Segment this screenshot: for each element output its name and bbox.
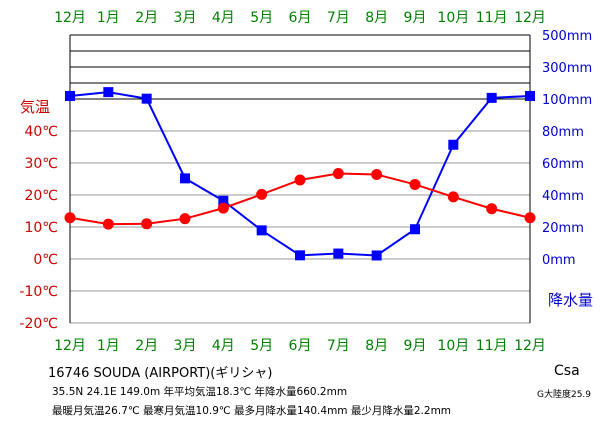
station-name: 16746 SOUDA (AIRPORT)(ギリシャ)	[48, 366, 273, 381]
temperature-point	[447, 191, 459, 203]
month-label-top: 10月	[437, 10, 469, 26]
month-label-top: 8月	[365, 10, 388, 26]
temperature-point	[409, 178, 421, 190]
month-label-bottom: 7月	[327, 338, 350, 354]
chart-grid	[69, 34, 531, 324]
precipitation-tick: 100mm	[542, 93, 592, 108]
temperature-tick-labels: 40℃ 30℃ 20℃ 10℃ 0℃ -10℃ -20℃	[19, 124, 58, 332]
month-label-bottom: 10月	[437, 338, 469, 354]
temperature-point	[486, 203, 498, 215]
temperature-tick: -10℃	[19, 284, 58, 300]
temperature-tick: 20℃	[24, 188, 58, 204]
month-label-bottom: 12月	[514, 338, 546, 354]
temperature-point	[217, 202, 229, 214]
temperature-tick: 0℃	[33, 252, 58, 268]
temperature-point	[371, 169, 383, 181]
climate-chart: 12月 1月 2月 3月 4月 5月 6月 7月 8月 9月 10月 11月 12月 12月 1月 2月 3月…	[19, 10, 593, 354]
precipitation-tick: 40mm	[542, 189, 584, 204]
precipitation-point	[333, 248, 344, 259]
temperature-point	[179, 213, 191, 225]
month-label-bottom: 4月	[212, 338, 235, 354]
month-label-top: 2月	[135, 10, 158, 26]
precipitation-point	[410, 224, 420, 235]
temperature-point	[332, 168, 344, 180]
precipitation-point	[141, 93, 152, 104]
continentality-index: G大陸度25.9	[537, 390, 592, 400]
month-label-bottom: 5月	[250, 338, 273, 354]
month-label-top: 5月	[250, 10, 273, 26]
climate-classification: Csa	[554, 363, 580, 379]
month-label-top: 9月	[404, 10, 427, 26]
temperature-tick: 40℃	[24, 124, 58, 140]
month-label-bottom: 9月	[404, 338, 427, 354]
month-label-top: 12月	[54, 10, 86, 26]
precipitation-tick-labels: 500mm 300mm 100mm 80mm 60mm 40mm 20mm 0mm	[542, 29, 592, 268]
top-month-labels: 12月 1月 2月 3月 4月 5月 6月 7月 8月 9月 10月 11月 12月	[54, 10, 546, 26]
temperature-point	[141, 218, 153, 230]
month-label-bottom: 1月	[97, 338, 120, 354]
station-stats-line1: 35.5N 24.1E 149.0m 年平均気温18.3℃ 年降水量660.2m…	[52, 386, 348, 398]
temperature-axis-label: 気温	[20, 98, 50, 116]
month-label-top: 7月	[327, 10, 350, 26]
precipitation-axis-label: 降水量	[548, 291, 593, 309]
precipitation-point	[256, 225, 267, 236]
precipitation-tick: 300mm	[542, 61, 592, 76]
temperature-point	[256, 188, 268, 200]
precipitation-line	[69, 91, 531, 257]
precipitation-point	[448, 139, 459, 150]
precipitation-point	[486, 92, 497, 103]
precipitation-tick: 60mm	[542, 157, 584, 172]
precipitation-point	[103, 87, 114, 98]
temperature-tick: -20℃	[19, 316, 58, 332]
bottom-month-labels: 12月 1月 2月 3月 4月 5月 6月 7月 8月 9月 10月 11月 12月	[54, 338, 546, 354]
month-label-top: 1月	[97, 10, 120, 26]
month-label-top: 11月	[476, 10, 508, 26]
month-label-top: 3月	[174, 10, 197, 26]
precipitation-series	[65, 87, 535, 261]
temperature-point	[64, 212, 76, 224]
temperature-point	[294, 174, 306, 186]
precipitation-tick: 20mm	[542, 221, 584, 236]
temperature-point	[102, 218, 114, 230]
month-label-bottom: 2月	[135, 338, 158, 354]
month-label-top: 12月	[514, 10, 546, 26]
temperature-point	[524, 212, 536, 224]
month-label-top: 4月	[212, 10, 235, 26]
precipitation-point	[295, 250, 305, 261]
precipitation-tick: 0mm	[542, 253, 576, 268]
month-label-top: 6月	[289, 10, 312, 26]
month-label-bottom: 8月	[365, 338, 388, 354]
temperature-series	[64, 168, 536, 230]
station-stats-line2: 最暖月気温26.7℃ 最寒月気温10.9℃ 最多月降水量140.4mm 最少月降…	[52, 405, 452, 417]
month-label-bottom: 12月	[54, 338, 86, 354]
precipitation-point	[218, 195, 229, 206]
month-label-bottom: 3月	[174, 338, 197, 354]
temperature-tick: 30℃	[24, 156, 58, 172]
month-label-bottom: 6月	[289, 338, 312, 354]
precipitation-point	[371, 250, 382, 261]
precipitation-point	[525, 90, 535, 101]
temperature-tick: 10℃	[24, 220, 58, 236]
precipitation-point	[180, 173, 190, 184]
precipitation-point	[65, 90, 75, 101]
precipitation-tick: 80mm	[542, 125, 584, 140]
precipitation-tick: 500mm	[542, 29, 592, 44]
month-label-bottom: 11月	[476, 338, 508, 354]
